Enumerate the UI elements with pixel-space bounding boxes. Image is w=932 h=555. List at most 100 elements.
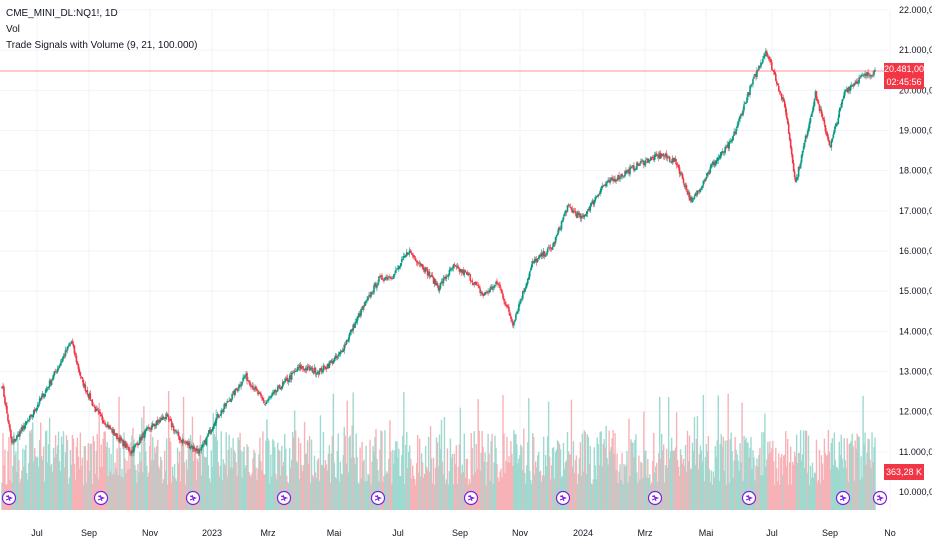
candle-body: [150, 429, 152, 430]
time-tick-label: Nov: [512, 528, 529, 538]
volume-bar: [502, 395, 504, 510]
candle-body: [494, 285, 496, 287]
candle-body: [307, 366, 310, 368]
candle-body: [475, 281, 477, 285]
candle-body: [402, 256, 405, 259]
candle-body: [306, 366, 309, 371]
candle-body: [408, 250, 411, 254]
candle-body: [488, 291, 490, 293]
candle-body: [42, 394, 45, 397]
volume-bar: [366, 480, 368, 510]
candle-body: [815, 91, 818, 101]
candle-body: [514, 320, 516, 322]
candle-body: [332, 361, 335, 364]
candle-body: [410, 252, 413, 255]
volume-bar: [142, 471, 144, 510]
volume-bar: [59, 470, 62, 510]
candle-body: [601, 185, 603, 189]
candle-body: [752, 79, 754, 85]
candle-body: [745, 103, 747, 105]
candle-body: [367, 296, 369, 301]
volume-bar: [19, 482, 21, 510]
volume-bar: [631, 441, 633, 510]
volume-bar: [859, 480, 861, 510]
volume-bar: [492, 483, 494, 510]
candle-body: [768, 56, 770, 60]
volume-bar: [374, 437, 376, 510]
candle-body: [160, 418, 163, 420]
indicator-trade-signals[interactable]: Trade Signals with Volume (9, 21, 100.00…: [6, 40, 198, 51]
candle-body: [501, 290, 503, 294]
candle-body: [457, 266, 460, 269]
candle-body: [407, 253, 410, 255]
volume-bar: [769, 441, 771, 510]
candle-body: [83, 383, 86, 387]
candle-body: [71, 341, 74, 344]
candle-body: [836, 123, 839, 125]
symbol-title[interactable]: CME_MINI_DL:NQ1!, 1D: [6, 8, 118, 19]
candle-body: [287, 380, 290, 383]
volume-bars: [1, 391, 876, 510]
candle-body: [695, 193, 698, 196]
candle-body: [520, 299, 522, 303]
volume-bar: [483, 462, 485, 510]
candle-body: [644, 163, 646, 166]
candle-body: [485, 292, 487, 293]
volume-bar: [730, 432, 732, 510]
last-price-value: 20.481,00: [884, 64, 925, 74]
candle-body: [588, 209, 591, 211]
candle-body: [33, 409, 36, 412]
volume-bar: [185, 459, 188, 510]
volume-bar: [136, 482, 138, 510]
volume-bar: [144, 441, 146, 510]
volume-bar: [800, 460, 803, 510]
volume-bar: [478, 430, 480, 510]
volume-bar: [238, 440, 240, 510]
candle-body: [302, 368, 305, 370]
candle-body: [665, 153, 668, 158]
volume-bar: [368, 475, 370, 510]
candle-body: [396, 268, 398, 270]
volume-bar: [134, 464, 136, 510]
volume-bar: [58, 461, 61, 510]
candle-body: [649, 157, 652, 161]
candle-body: [589, 205, 592, 211]
candle-body: [315, 373, 318, 375]
price-tick-label: 14.000,00: [899, 326, 932, 336]
volume-bar: [410, 458, 412, 510]
candle-body: [686, 190, 689, 195]
candle-body: [43, 393, 46, 398]
volume-bar: [799, 430, 802, 510]
volume-bar: [359, 447, 361, 510]
volume-bar: [396, 441, 398, 510]
candle-body: [74, 353, 77, 356]
volume-bar: [231, 468, 233, 510]
candle-body: [219, 414, 222, 417]
volume-bar: [66, 439, 69, 510]
candle-body: [685, 185, 688, 190]
candle-body: [1, 386, 3, 389]
candle-body: [20, 430, 22, 432]
volume-bar: [555, 449, 558, 510]
candle-body: [724, 146, 727, 153]
candle-body: [322, 365, 325, 372]
volume-bar: [536, 467, 538, 510]
candle-body: [448, 269, 451, 276]
volume-bar: [224, 465, 226, 510]
candle-body: [197, 450, 200, 454]
candle-body: [722, 151, 725, 153]
volume-bar: [159, 469, 161, 510]
indicator-vol[interactable]: Vol: [6, 24, 20, 35]
candle-body: [405, 252, 408, 256]
candle-body: [323, 366, 326, 367]
candle-body: [21, 427, 23, 432]
volume-bar: [748, 457, 750, 510]
candle-body: [79, 372, 82, 377]
volume-bar: [801, 454, 804, 510]
candle-body: [222, 408, 225, 413]
volume-bar: [554, 452, 557, 510]
volume-bar: [436, 442, 439, 510]
candle-body: [816, 99, 819, 102]
